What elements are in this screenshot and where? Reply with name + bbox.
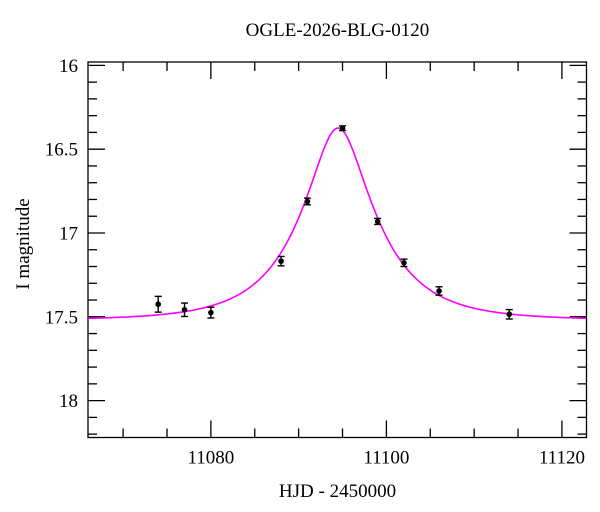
y-tick-label: 16.5 <box>45 140 78 161</box>
data-point <box>155 301 162 308</box>
plot-frame <box>87 61 588 439</box>
y-tick-label: 18 <box>59 391 78 412</box>
chart-title: OGLE-2026-BLG-0120 <box>245 20 430 41</box>
y-tick-label: 17.5 <box>45 307 78 328</box>
x-axis-label: HJD - 2450000 <box>278 481 397 502</box>
data-point <box>436 288 442 294</box>
data-point <box>401 260 407 266</box>
x-tick-label: 11080 <box>187 448 234 469</box>
data-point <box>278 258 284 264</box>
data-point <box>304 198 311 205</box>
x-tick-label: 11120 <box>539 448 585 469</box>
y-tick-label: 16 <box>59 56 78 77</box>
data-point <box>339 125 346 132</box>
data-point <box>374 218 381 225</box>
x-tick-label: 11100 <box>363 448 409 469</box>
data-point <box>181 306 188 313</box>
y-tick-label: 17 <box>59 223 78 244</box>
data-point <box>208 309 214 316</box>
model-light-curve <box>87 127 587 320</box>
data-point <box>506 311 513 318</box>
